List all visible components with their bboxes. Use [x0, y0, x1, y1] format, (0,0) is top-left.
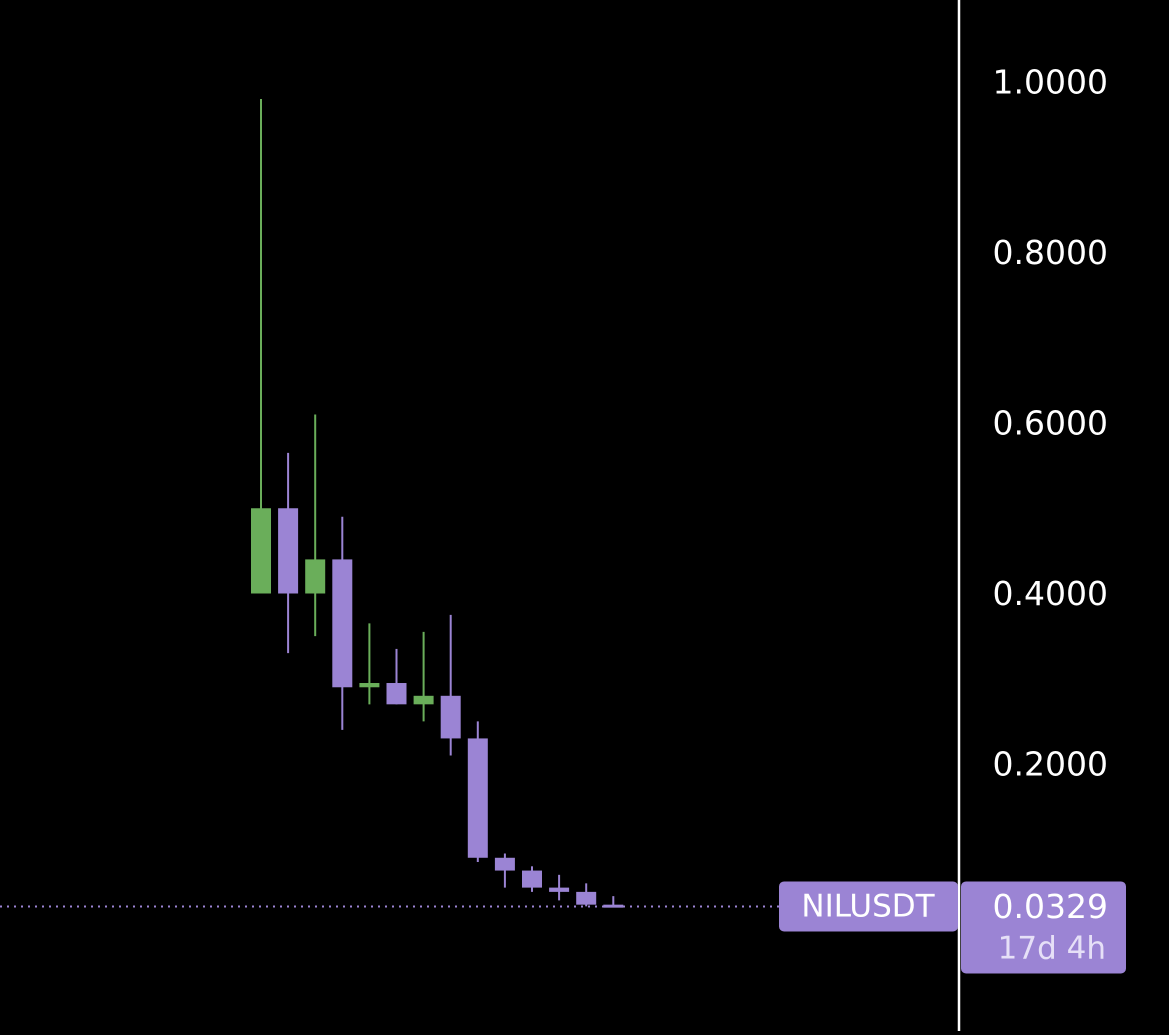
price-tick-label: 0.6000 [993, 404, 1108, 443]
candle-body [332, 559, 353, 688]
candle-body [251, 508, 271, 594]
candle-body [359, 683, 380, 688]
price-tick-label: 0.4000 [993, 574, 1108, 613]
candle-body [549, 887, 570, 892]
candle-body [305, 559, 326, 594]
price-axis-ticks: 1.0000 0.8000 0.6000 0.4000 0.2000 [993, 63, 1108, 784]
candle-body [522, 870, 542, 888]
symbol-label: NILUSDT [801, 888, 935, 924]
candle-body [603, 904, 624, 908]
candle-body [278, 508, 299, 594]
candle-body [494, 857, 515, 871]
candle-countdown: 17d 4h [998, 930, 1106, 966]
last-price-tag: 0.0329 17d 4h [961, 881, 1126, 974]
price-tick-label: 0.2000 [993, 745, 1108, 784]
candle-body [576, 891, 597, 905]
symbol-tag[interactable]: NILUSDT [779, 881, 958, 932]
price-tick-label: 1.0000 [993, 63, 1108, 102]
candle-body [413, 695, 434, 705]
candle-body [467, 738, 488, 858]
candle-body [440, 695, 461, 739]
price-tick-label: 0.8000 [993, 233, 1108, 272]
candles-layer [251, 99, 624, 908]
candle-body [386, 683, 407, 705]
symbol-tag-background [779, 881, 958, 932]
last-price-value: 0.0329 [993, 887, 1108, 926]
last-price-tag-background [961, 881, 1126, 974]
